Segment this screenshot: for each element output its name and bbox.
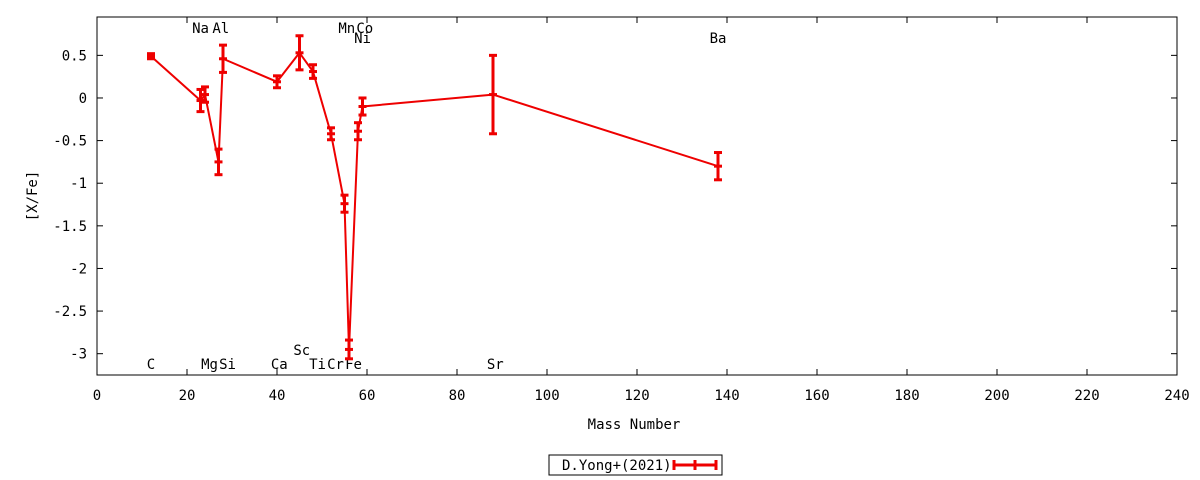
element-label: Co: [356, 21, 373, 37]
data-point: [358, 96, 367, 117]
y-tick-label: -1.5: [53, 219, 87, 235]
element-label: Cr: [327, 357, 344, 373]
data-point: [219, 43, 227, 74]
x-tick-label: 60: [359, 388, 376, 404]
element-label: Al: [212, 21, 229, 37]
element-label: Sr: [487, 357, 504, 373]
element-label: Ca: [271, 357, 288, 373]
element-label: Na: [192, 21, 209, 37]
x-tick-label: 100: [534, 388, 559, 404]
data-point: [201, 85, 209, 104]
x-tick-label: 240: [1164, 388, 1189, 404]
x-tick-label: 20: [179, 388, 196, 404]
element-label: Ni: [354, 31, 371, 47]
x-tick-label: 40: [269, 388, 286, 404]
data-point: [340, 193, 349, 214]
data-point: [147, 52, 155, 61]
element-label: Ba: [710, 31, 727, 47]
plot-frame: [96, 16, 1178, 376]
y-tick-label: -2.5: [53, 304, 87, 320]
element-label: Ti: [309, 357, 326, 373]
data-point: [327, 126, 335, 142]
y-tick-label: 0: [79, 91, 87, 107]
x-tick-label: 140: [714, 388, 739, 404]
x-tick-label: 80: [449, 388, 466, 404]
x-axis-label: Mass Number: [588, 417, 681, 433]
x-tick-label: 180: [894, 388, 919, 404]
element-label: Mg: [201, 357, 218, 373]
y-tick-label: -2: [70, 261, 87, 277]
y-tick-label: -3: [70, 347, 87, 363]
x-tick-label: 160: [804, 388, 829, 404]
data-point: [196, 87, 205, 114]
x-tick-label: 120: [624, 388, 649, 404]
x-tick-label: 200: [984, 388, 1009, 404]
legend-box: [548, 454, 723, 476]
data-point: [214, 147, 223, 177]
data-point: [345, 338, 353, 361]
series-line: [150, 51, 719, 351]
x-tick-label: 220: [1074, 388, 1099, 404]
data-point: [273, 74, 281, 90]
element-label: Si: [219, 357, 236, 373]
legend-label: D.Yong+(2021): [562, 458, 672, 474]
element-label: C: [147, 357, 155, 373]
legend: D.Yong+(2021): [548, 454, 723, 476]
element-label: Fe: [345, 357, 362, 373]
data-point: [489, 53, 497, 136]
data-point: [714, 151, 722, 182]
legend-swatch: [672, 460, 718, 470]
x-tick-label: 0: [93, 388, 101, 404]
element-label: Mn: [338, 21, 355, 37]
y-axis-label: [X/Fe]: [25, 171, 41, 222]
y-tick-label: -0.5: [53, 134, 87, 150]
element-label: Sc: [293, 343, 310, 359]
data-point: [295, 34, 304, 72]
axes: 0 20 40 60 80 100 120 140 160 180 200 220 240 0.5 0 -0.…: [53, 16, 1190, 404]
y-tick-label: 0.5: [62, 48, 87, 64]
data-point: [354, 121, 362, 142]
y-tick-label: -1: [70, 176, 87, 192]
data-series: [147, 34, 722, 361]
data-point: [309, 63, 317, 80]
